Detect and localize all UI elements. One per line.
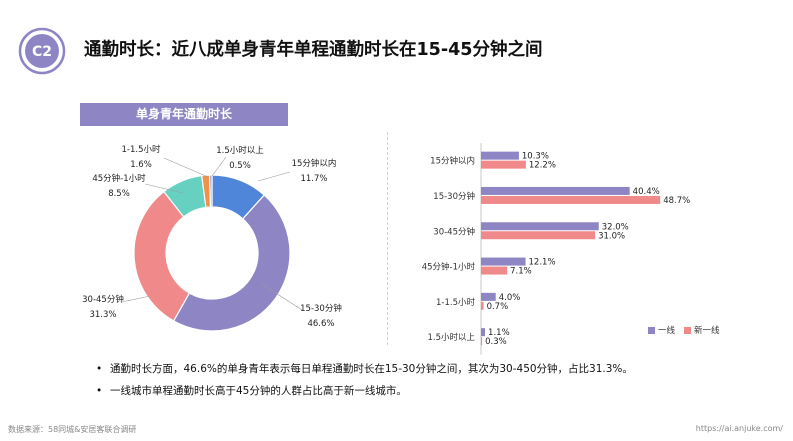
bar-new-tier1 <box>481 231 596 240</box>
donut-value-label: 46.6% <box>307 319 334 329</box>
bar-value-label: 7.1% <box>510 267 532 277</box>
donut-category-label: 1.5小时以上 <box>216 145 264 156</box>
leader-line <box>163 157 209 178</box>
section-badge: C2 <box>18 27 66 75</box>
y-tick-label: 1.5小时以上 <box>427 332 475 343</box>
bar-value-label: 31.0% <box>598 231 625 241</box>
y-tick-label: 15-30分钟 <box>433 191 475 202</box>
bar-tier1 <box>481 292 496 301</box>
bar-new-tier1 <box>481 266 508 275</box>
bar-new-tier1 <box>481 160 526 169</box>
summary-notes: • 通勤时长方面，46.6%的单身青年表示每日单程通勤时长在15-30分钟之间，其… <box>96 362 633 406</box>
section-badge-label: C2 <box>32 44 52 60</box>
bar-value-label: 10.3% <box>522 152 549 162</box>
legend-swatch <box>648 327 655 334</box>
bar-value-label: 48.7% <box>663 196 690 206</box>
donut-category-label: 45分钟-1小时 <box>92 173 146 184</box>
bar-value-label: 4.0% <box>499 293 521 303</box>
leader-line <box>144 183 184 194</box>
donut-category-label: 1-1.5小时 <box>122 144 161 155</box>
note-item: • 通勤时长方面，46.6%的单身青年表示每日单程通勤时长在15-30分钟之间，其… <box>96 362 633 384</box>
bar-tier1 <box>481 328 486 337</box>
bar-tier1 <box>481 257 526 266</box>
donut-category-label: 15-30分钟 <box>300 303 342 314</box>
bar-new-tier1 <box>481 195 661 204</box>
bar-value-label: 40.4% <box>633 187 660 197</box>
bar-value-label: 1.1% <box>488 328 510 338</box>
page-title: 通勤时长：近八成单身青年单程通勤时长在15-45分钟之间 <box>84 40 543 60</box>
y-tick-label: 30-45分钟 <box>433 226 475 237</box>
bar-value-label: 12.2% <box>529 161 556 171</box>
donut-value-label: 11.7% <box>300 174 327 184</box>
legend-label: 新一线 <box>694 325 720 336</box>
donut-value-label: 0.5% <box>229 161 251 171</box>
donut-slice-5 <box>208 174 213 208</box>
note-text: 通勤时长方面，46.6%的单身青年表示每日单程通勤时长在15-30分钟之间，其次… <box>110 363 633 375</box>
bar-value-label: 32.0% <box>602 222 629 232</box>
bar-tier1 <box>481 186 630 195</box>
bar-tier1 <box>481 151 519 160</box>
legend-swatch <box>684 327 691 334</box>
leader-line <box>211 156 227 177</box>
note-item: • 一线城市单程通勤时长高于45分钟的人群占比高于新一线城市。 <box>96 384 633 406</box>
donut-category-label: 30-45分钟 <box>82 294 124 305</box>
donut-value-label: 1.6% <box>130 160 152 170</box>
bar-value-label: 0.7% <box>487 302 509 312</box>
note-text: 一线城市单程通勤时长高于45分钟的人群占比高于新一线城市。 <box>110 385 407 397</box>
legend-label: 一线 <box>658 325 676 336</box>
bar-new-tier1 <box>481 337 483 346</box>
donut-value-label: 8.5% <box>108 189 130 199</box>
footer-url[interactable]: https://ai.anjuke.com/ <box>695 424 783 433</box>
divider <box>387 132 388 345</box>
bullet: • <box>96 363 103 375</box>
leader-line <box>121 295 151 303</box>
bar-new-tier1 <box>481 301 484 310</box>
bar-value-label: 0.3% <box>485 337 507 347</box>
bar-value-label: 12.1% <box>529 258 556 268</box>
leader-line <box>261 283 303 311</box>
leader-line <box>257 171 291 182</box>
y-tick-label: 1-1.5小时 <box>436 297 475 308</box>
donut-slice-2 <box>133 190 191 322</box>
y-tick-label: 45分钟-1小时 <box>422 262 476 273</box>
donut-category-label: 15分钟以内 <box>292 158 337 169</box>
bullet: • <box>96 385 103 397</box>
donut-chart-title: 单身青年通勤时长 <box>80 103 288 126</box>
y-tick-label: 15分钟以内 <box>430 156 475 167</box>
bar-tier1 <box>481 222 599 231</box>
donut-slice-1 <box>172 194 291 332</box>
data-source: 数据来源：58同城&安居客联合调研 <box>8 425 137 434</box>
donut-value-label: 31.3% <box>89 310 116 320</box>
